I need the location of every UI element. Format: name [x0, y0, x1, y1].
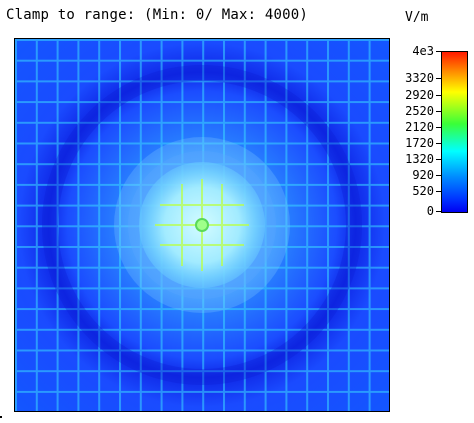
colorbar-tick-920: 920: [412, 168, 434, 182]
colorbar-tick-2120: 2120: [405, 120, 434, 134]
tick-mark: [436, 211, 441, 212]
field-svg: [15, 39, 389, 411]
tick-mark: [436, 95, 441, 96]
colorbar-tick-520: 520: [412, 184, 434, 198]
tick-mark: [436, 51, 441, 52]
colorbar: [441, 51, 468, 213]
colorbar-tick-4e3: 4e3: [412, 44, 434, 58]
dark-ring: [42, 65, 362, 385]
tick-mark: [436, 191, 441, 192]
range-title: Clamp to range: (Min: 0/ Max: 4000): [6, 7, 309, 23]
center-node: [195, 218, 209, 232]
colorbar-tick-2920: 2920: [405, 88, 434, 102]
corner-marker: [0, 416, 2, 418]
tick-mark: [436, 159, 441, 160]
colorbar-tick-3320: 3320: [405, 71, 434, 85]
unit-label: V/m: [405, 10, 429, 25]
colorbar-tick-2520: 2520: [405, 104, 434, 118]
field-plot[interactable]: [14, 38, 390, 412]
colorbar-tick-1320: 1320: [405, 152, 434, 166]
tick-mark: [436, 78, 441, 79]
tick-mark: [436, 175, 441, 176]
colorbar-tick-1720: 1720: [405, 136, 434, 150]
tick-mark: [436, 143, 441, 144]
colorbar-tick-0: 0: [426, 204, 434, 218]
tick-mark: [436, 111, 441, 112]
tick-mark: [436, 127, 441, 128]
